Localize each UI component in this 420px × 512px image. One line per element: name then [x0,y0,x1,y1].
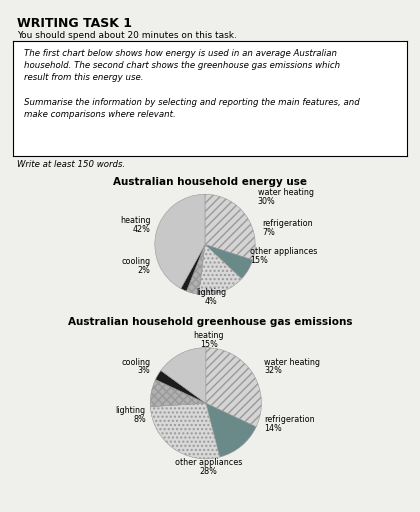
Text: 15%: 15% [200,340,218,349]
Text: 28%: 28% [200,466,218,476]
Wedge shape [186,245,205,294]
Text: Australian household greenhouse gas emissions: Australian household greenhouse gas emis… [68,317,352,328]
Text: heating: heating [193,331,224,340]
Wedge shape [155,194,205,288]
Text: water heating: water heating [258,188,314,197]
Wedge shape [199,245,242,295]
Wedge shape [161,348,206,403]
Text: You should spend about 20 minutes on this task.: You should spend about 20 minutes on thi… [17,31,237,40]
Text: 14%: 14% [264,424,282,433]
Wedge shape [205,245,253,279]
Wedge shape [206,348,261,427]
Wedge shape [205,194,255,260]
Text: 2%: 2% [138,266,151,274]
Text: other appliances: other appliances [175,458,242,466]
Text: water heating: water heating [264,357,320,367]
Text: heating: heating [120,217,151,225]
Text: cooling: cooling [121,357,150,367]
Text: lighting: lighting [116,406,146,415]
Text: cooling: cooling [122,257,151,266]
Text: 15%: 15% [250,255,268,265]
Text: 42%: 42% [133,225,151,234]
Text: Australian household energy use: Australian household energy use [113,177,307,187]
Text: 8%: 8% [133,415,146,424]
Text: The first chart below shows how energy is used in an average Australian
househol: The first chart below shows how energy i… [24,49,360,119]
Wedge shape [206,403,256,457]
Text: refrigeration: refrigeration [264,415,315,424]
Text: 32%: 32% [264,367,282,375]
Text: 3%: 3% [137,367,150,375]
Text: 4%: 4% [205,297,218,306]
Text: Write at least 150 words.: Write at least 150 words. [17,160,125,169]
Text: 7%: 7% [263,228,276,238]
Wedge shape [150,403,220,459]
Text: other appliances: other appliances [250,246,318,255]
Wedge shape [150,379,206,407]
Text: lighting: lighting [196,288,226,297]
Text: 30%: 30% [258,197,276,206]
Wedge shape [155,371,206,403]
Text: refrigeration: refrigeration [263,219,313,228]
Text: WRITING TASK 1: WRITING TASK 1 [17,17,132,30]
Wedge shape [181,245,205,291]
